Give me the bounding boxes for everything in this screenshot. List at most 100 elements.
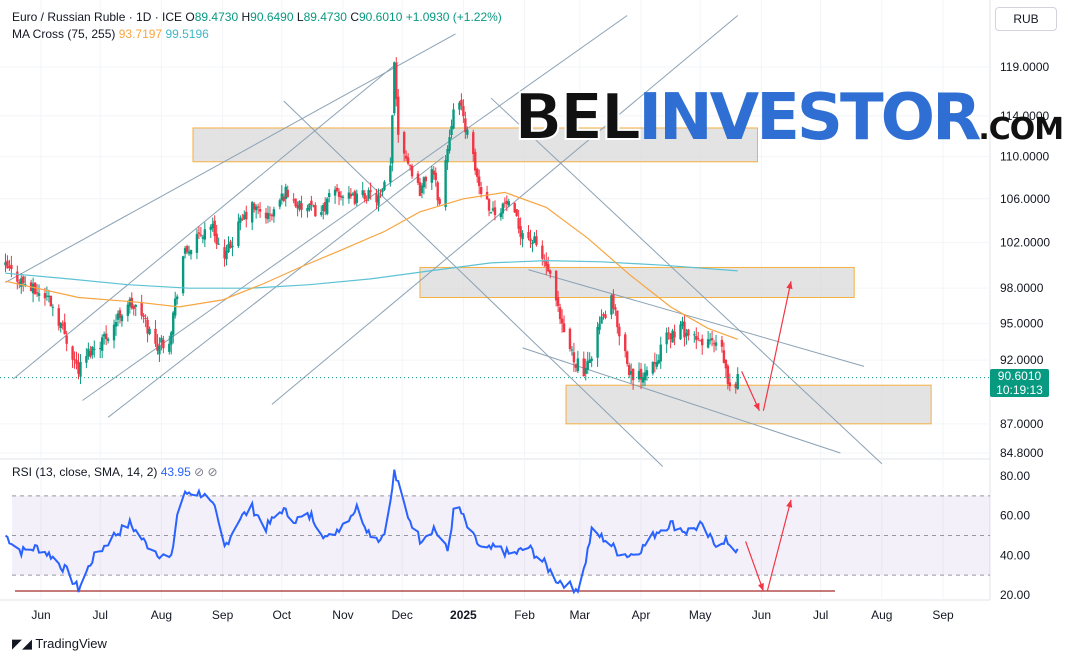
candle-body [250, 202, 254, 223]
candle-body [462, 105, 465, 117]
candle-body [436, 182, 439, 201]
candle-body [211, 223, 214, 229]
candle-body [472, 132, 475, 155]
candle-body [446, 148, 449, 163]
candle-body [258, 209, 262, 212]
price-tick-label: 106.0000 [1000, 192, 1050, 206]
candle-body [543, 260, 546, 262]
trendline [5, 33, 456, 283]
candle-body [93, 348, 96, 350]
price-tick-label: 92.0000 [1000, 353, 1044, 367]
candle-body [631, 368, 635, 381]
candle-body [616, 310, 619, 328]
candle-body [618, 326, 621, 337]
candle-body [586, 361, 589, 370]
candle-body [223, 247, 226, 259]
candle-body [4, 262, 7, 266]
candle-body [172, 312, 175, 335]
candle-body [655, 361, 659, 367]
candle-body [420, 185, 424, 194]
time-tick-label: 2025 [450, 608, 477, 622]
candle-body [377, 195, 380, 206]
candle-body [367, 190, 370, 199]
candle-body [112, 324, 116, 341]
candle-body [379, 194, 382, 196]
candle-body [588, 359, 591, 363]
support-resistance-zone [419, 266, 855, 299]
time-tick-label: Jul [813, 608, 828, 622]
candle-body [241, 218, 244, 220]
candle-body [278, 200, 282, 207]
candle-body [213, 220, 216, 237]
candle-body [572, 352, 576, 363]
rsi-hidden-icon[interactable]: ⊘ [194, 465, 205, 479]
time-tick-label: May [689, 608, 712, 622]
trendline [490, 97, 883, 465]
time-tick-label: Oct [272, 608, 291, 622]
candle-body [604, 314, 607, 319]
rsi-tick-label: 60.00 [1000, 509, 1030, 523]
candle-body [254, 206, 258, 211]
low-value: 89.4730 [303, 10, 347, 24]
candle-body [142, 315, 145, 317]
rsi-tick-label: 20.00 [1000, 588, 1030, 602]
tradingview-footer[interactable]: ◤◢ TradingView [12, 636, 107, 652]
candle-body [458, 102, 461, 110]
candle-body [430, 169, 434, 183]
candle-body [47, 295, 51, 298]
candle-body [381, 189, 384, 193]
candle-body [418, 182, 422, 196]
open-value: 89.4730 [194, 10, 239, 24]
currency-badge[interactable]: RUB [995, 7, 1057, 31]
candle-body [104, 333, 108, 340]
candle-body [181, 256, 185, 294]
candle-body [474, 151, 477, 171]
price-tick-label: 98.0000 [1000, 281, 1044, 295]
candle-body [282, 196, 285, 201]
rsi-legend[interactable]: RSI (13, close, SMA, 14, 2) 43.95 ⊘ ⊘ [12, 465, 218, 479]
open-label: O [185, 10, 195, 24]
rsi-hidden-icon-2[interactable]: ⊘ [207, 465, 218, 479]
candle-body [444, 160, 447, 208]
candle-body [280, 193, 283, 201]
candle-body [582, 358, 585, 377]
candle-body [626, 351, 629, 364]
candle-body [687, 329, 690, 336]
rsi-forecast-arrow [766, 499, 792, 592]
candle-body [158, 345, 161, 355]
candle-body [487, 199, 491, 211]
ma-indicator-label: MA Cross (75, 255) [12, 27, 116, 41]
price-tick-label: 95.0000 [1000, 317, 1044, 331]
time-tick-label: Jun [31, 608, 50, 622]
candle-body [22, 276, 25, 284]
candle-body [627, 365, 631, 376]
candle-body [529, 238, 532, 242]
candle-body [322, 205, 325, 212]
last-price-label: 90.6010 10:19:13 [990, 369, 1049, 397]
candle-body [701, 338, 704, 346]
ma-legend[interactable]: MA Cross (75, 255) 93.7197 99.5196 [12, 27, 209, 41]
candle-body [231, 245, 234, 248]
candle-body [600, 316, 603, 324]
candle-body [337, 191, 341, 197]
high-label: H [241, 10, 251, 24]
candle-body [284, 186, 287, 200]
candle-body [37, 293, 41, 296]
candle-body [720, 339, 724, 347]
candle-body [706, 339, 710, 348]
watermark-logo: BELINVESTOR.COM [513, 85, 1064, 151]
rsi-label: RSI (13, close, SMA, 14, 2) [12, 465, 158, 479]
candle-body [361, 190, 364, 195]
candle-body [106, 338, 110, 341]
candle-body [243, 214, 246, 220]
candle-body [168, 343, 171, 352]
candle-body [148, 328, 151, 335]
candle-body [432, 170, 435, 175]
candle-body [174, 298, 177, 316]
candle-body [590, 358, 593, 361]
candle-body [710, 338, 714, 341]
time-tick-label: Aug [151, 608, 172, 622]
candle-body [128, 299, 132, 307]
candle-body [6, 260, 9, 269]
candle-body [397, 96, 400, 135]
